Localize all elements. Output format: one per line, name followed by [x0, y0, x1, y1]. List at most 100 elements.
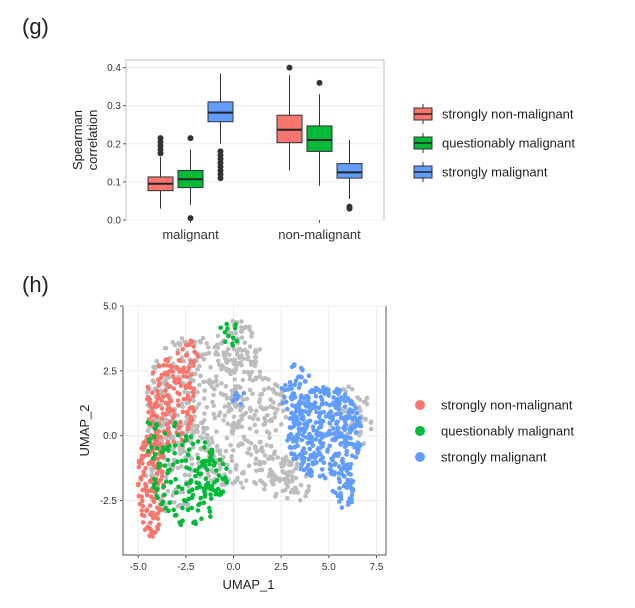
scatter-point [330, 457, 335, 463]
scatter-point [216, 413, 222, 418]
scatter-point [164, 381, 170, 387]
scatter-point [317, 450, 322, 456]
scatter-point [211, 403, 217, 409]
scatter-point [244, 396, 250, 402]
scatter-point [349, 496, 354, 502]
scatter-point [141, 469, 146, 475]
scatter-point [267, 435, 272, 441]
scatter-point [343, 464, 349, 470]
scatter-point [273, 428, 279, 433]
scatter-point [239, 319, 244, 324]
scatter-point [295, 443, 300, 449]
scatter-point [288, 425, 294, 431]
scatter-point [165, 468, 171, 473]
scatter-series [145, 321, 240, 527]
scatter-point [176, 403, 181, 408]
scatter-point [183, 498, 189, 504]
scatter-point [189, 456, 194, 461]
scatter-point [181, 396, 187, 402]
scatter-point [250, 378, 256, 383]
scatter-point [233, 367, 238, 372]
scatter-point [140, 503, 146, 509]
scatter-point [321, 460, 327, 466]
box-outlier [187, 215, 194, 222]
scatter-point [245, 439, 251, 444]
scatter-point [195, 452, 200, 458]
scatter-point [179, 431, 185, 436]
scatter-point [264, 442, 270, 448]
scatter-point [170, 369, 176, 374]
scatter-point [153, 480, 158, 486]
scatter-point [319, 397, 325, 403]
boxplot-chart: 0.0 0.1 0.2 0.3 0.4 Spearmancorrelation malign… [70, 59, 575, 242]
scatter-point [209, 467, 214, 473]
scatter-point [155, 377, 161, 383]
scatter-point [166, 508, 171, 514]
scatter-point [161, 394, 166, 399]
scatter-point [185, 382, 191, 388]
scatter-point [177, 379, 182, 385]
scatter-point [175, 390, 180, 396]
scatter-point [200, 420, 205, 425]
scatter-point [149, 469, 155, 474]
scatter-point [339, 431, 344, 436]
scatter-point [260, 406, 266, 412]
scatter-point [158, 477, 163, 483]
scatter-point [319, 422, 324, 427]
scatter-point [207, 509, 213, 515]
scatter-point [180, 347, 186, 352]
scatter-point [241, 434, 247, 440]
scatter-point [143, 465, 148, 471]
scatter-point [338, 412, 343, 417]
scatter-point [327, 466, 333, 472]
scatter-point [136, 493, 142, 499]
scatter-point [293, 378, 299, 384]
scatter-point [196, 460, 201, 466]
scatter-point [310, 424, 316, 430]
scatter-point [205, 480, 211, 486]
scatter-point [306, 462, 311, 468]
scatter-point [156, 522, 162, 527]
scatter-point [154, 488, 160, 493]
legend-label: strongly malignant [442, 165, 548, 180]
scatter-point [162, 492, 167, 498]
scatter-point [162, 370, 168, 376]
scatter-point [249, 334, 254, 339]
scatter-point [253, 456, 259, 462]
scatter-point [341, 386, 347, 392]
y-axis-title-line2: correlation [85, 110, 100, 171]
scatter-point [200, 335, 206, 341]
scatter-point [165, 393, 170, 398]
scatter-point [213, 374, 219, 379]
scatter-point [318, 410, 323, 415]
scatter-point [206, 443, 212, 448]
legend-key [415, 400, 425, 410]
scatter-point [349, 453, 355, 459]
y-tick-label: 5.0 [103, 302, 117, 313]
scatter-point [178, 419, 183, 425]
scatter-point [226, 409, 231, 414]
scatter-point [248, 452, 254, 457]
scatter-point [172, 376, 178, 382]
scatter-point [199, 516, 204, 522]
scatter-point [280, 488, 286, 494]
scatter-point [234, 462, 239, 468]
scatter-series [230, 362, 364, 510]
scatter-point [156, 461, 162, 467]
scatter-point [332, 453, 338, 458]
scatter-point [186, 365, 192, 370]
scatter-point [299, 437, 305, 443]
scatter-point [313, 394, 319, 399]
scatter-point [259, 391, 265, 397]
scatter-point [211, 411, 217, 417]
scatter-point [338, 442, 343, 447]
scatter-point [159, 449, 164, 455]
panel-label-h: (h) [22, 272, 49, 297]
scatter-point [213, 349, 219, 355]
scatter-point [190, 487, 195, 493]
scatter-point [191, 386, 197, 392]
scatter-point [223, 356, 228, 362]
scatter-point [249, 362, 254, 367]
scatter-point [274, 491, 279, 497]
scatter-point [252, 412, 257, 418]
